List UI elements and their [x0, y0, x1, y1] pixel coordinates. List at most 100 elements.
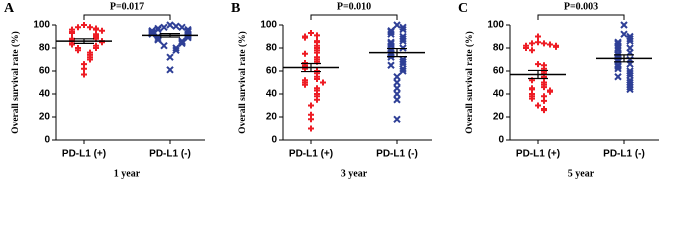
- data-point: [626, 85, 634, 94]
- data-point: [172, 44, 180, 52]
- error-bar: [160, 33, 180, 38]
- error-bar: [301, 62, 321, 73]
- data-point: [87, 24, 93, 31]
- p-value: P=0.017: [110, 1, 144, 12]
- x-axis-label: 3 year: [341, 168, 368, 179]
- data-point: [302, 50, 308, 57]
- panel-label: A: [4, 1, 15, 16]
- data-point: [172, 46, 180, 55]
- y-tick-label: 80: [493, 43, 505, 54]
- data-point: [393, 84, 401, 92]
- data-point: [541, 84, 547, 91]
- data-point: [535, 102, 541, 109]
- data-point: [314, 96, 320, 103]
- data-point: [154, 36, 162, 44]
- data-point: [399, 25, 407, 34]
- data-point: [75, 24, 81, 31]
- data-point: [620, 30, 628, 38]
- data-point: [69, 30, 75, 37]
- y-tick-label: 0: [271, 135, 277, 146]
- x-tick-label: PD-L1 (+): [289, 149, 333, 160]
- data-point: [541, 97, 547, 104]
- data-point: [547, 41, 553, 48]
- data-point: [81, 22, 87, 28]
- y-tick-label: 100: [487, 20, 504, 31]
- error-bar: [74, 38, 94, 44]
- data-point: [387, 39, 395, 48]
- data-point: [166, 53, 174, 61]
- figure: A Overall survival rate (%) 0 20 40 60 80 100 PD…: [4, 1, 659, 179]
- y-tick-label: 0: [44, 135, 50, 146]
- data-point: [302, 81, 308, 88]
- x-tick-label: PD-L1 (+): [62, 149, 106, 160]
- p-value: P=0.003: [564, 1, 598, 12]
- data-point: [523, 45, 529, 51]
- bracket: [310, 14, 398, 20]
- data-point: [87, 56, 93, 63]
- data-point: [614, 73, 622, 81]
- data-point: [160, 23, 168, 32]
- panel-label: C: [458, 1, 468, 16]
- data-point: [387, 61, 395, 69]
- data-point: [399, 23, 407, 32]
- data-point: [626, 83, 634, 91]
- data-point: [314, 32, 320, 39]
- data-point: [178, 23, 186, 32]
- y-tick-label: 20: [493, 112, 505, 123]
- data-point: [302, 65, 308, 72]
- data-point: [166, 66, 174, 74]
- data-point: [547, 88, 553, 95]
- data-point: [393, 21, 401, 29]
- data-point: [614, 64, 622, 73]
- data-point: [553, 43, 559, 50]
- data-point: [535, 61, 541, 68]
- data-point: [387, 28, 395, 36]
- data-point: [308, 30, 314, 37]
- data-point: [154, 25, 162, 34]
- data-point: [399, 35, 407, 43]
- data-point: [399, 37, 407, 45]
- error-bar: [528, 69, 548, 80]
- y-axis-label: Overall survival rate (%): [10, 31, 21, 134]
- y-tick-label: 0: [498, 135, 504, 146]
- y-tick-label: 100: [33, 20, 50, 31]
- data-point: [620, 21, 628, 29]
- x-axis-label: 1 year: [114, 168, 141, 179]
- data-point: [529, 95, 535, 102]
- data-point: [626, 69, 634, 78]
- bracket: [537, 14, 625, 20]
- error-bar: [387, 47, 407, 58]
- data-point: [81, 71, 87, 78]
- data-point: [399, 64, 407, 73]
- x-axis-label: 5 year: [568, 168, 595, 179]
- data-point: [320, 79, 326, 86]
- data-point: [626, 37, 634, 45]
- data-point: [178, 39, 186, 48]
- data-point: [614, 62, 622, 71]
- y-tick-label: 100: [260, 20, 277, 31]
- x-tick-label: PD-L1 (+): [516, 149, 560, 160]
- data-point: [75, 47, 81, 54]
- x-tick-label: PD-L1 (-): [603, 149, 645, 160]
- y-tick-label: 20: [266, 112, 278, 123]
- x-tick-label: PD-L1 (-): [376, 149, 418, 160]
- data-point: [160, 41, 168, 50]
- data-point: [308, 116, 314, 123]
- bracket: [83, 14, 171, 20]
- data-point: [393, 73, 401, 81]
- y-tick-label: 80: [266, 43, 278, 54]
- data-point: [529, 40, 535, 47]
- data-point: [393, 90, 401, 98]
- data-point: [308, 102, 314, 109]
- data-point: [541, 107, 547, 114]
- y-tick-label: 40: [39, 89, 51, 100]
- data-point: [393, 115, 401, 124]
- data-point: [541, 40, 547, 47]
- error-bar: [614, 54, 634, 63]
- data-point: [314, 76, 320, 83]
- x-tick-label: PD-L1 (-): [149, 149, 191, 160]
- data-point: [387, 30, 395, 38]
- panel-label: B: [231, 1, 240, 16]
- data-point: [148, 30, 156, 38]
- y-tick-label: 80: [39, 43, 51, 54]
